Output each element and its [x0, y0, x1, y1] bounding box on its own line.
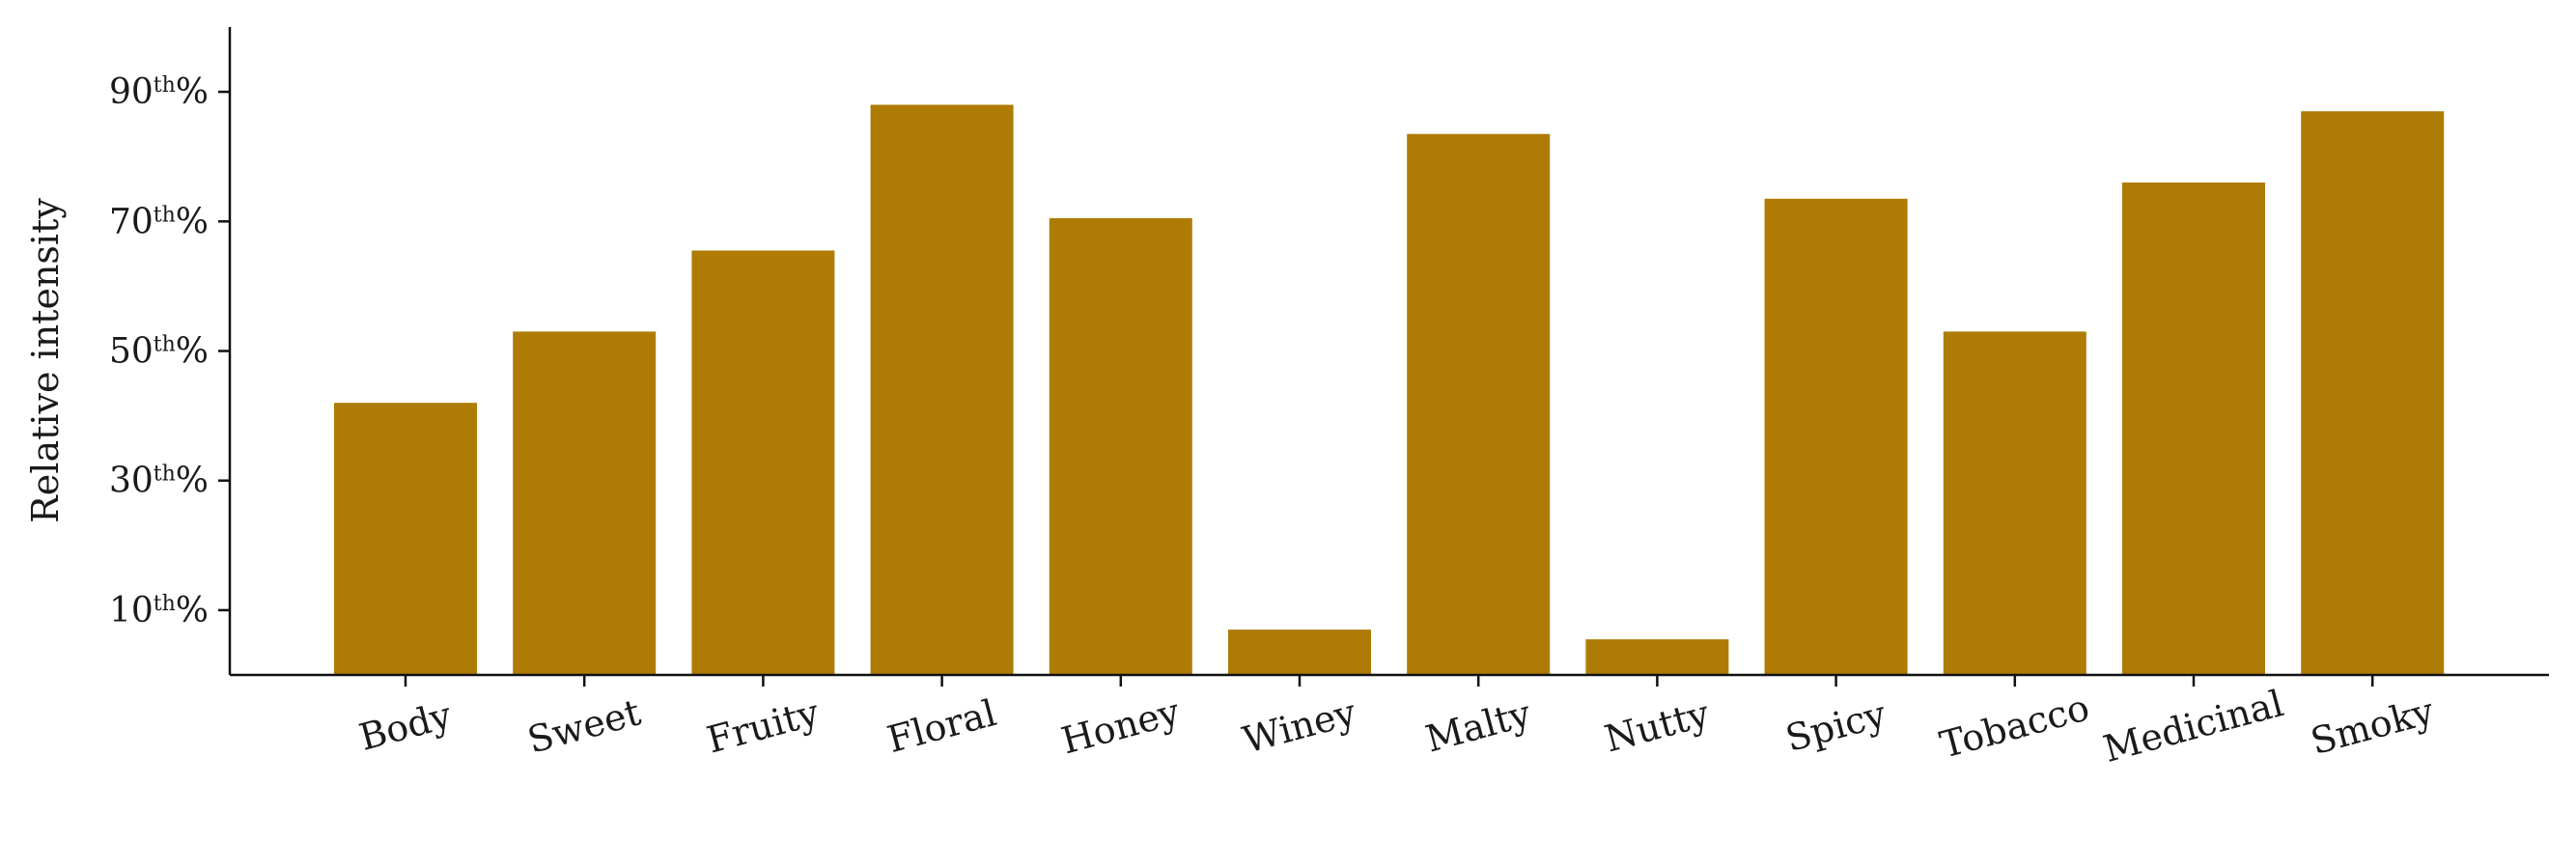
- bar-spicy: [1764, 198, 1908, 675]
- x-tick-label-sweet: Sweet: [523, 690, 645, 761]
- x-tick-label-winey: Winey: [1239, 690, 1361, 761]
- y-tick-percent: %: [176, 72, 209, 112]
- y-axis: 10th%30th%50th%70th%90th%: [109, 27, 232, 675]
- x-tick-label-smoky: Smoky: [2307, 689, 2439, 763]
- bar-medicinal: [2122, 182, 2265, 676]
- bar-honey: [1049, 217, 1192, 675]
- y-tick-number: 50: [109, 332, 154, 372]
- bar-winey: [1228, 630, 1371, 675]
- y-tick-percent: %: [176, 332, 209, 372]
- y-tick-number: 30: [109, 462, 154, 501]
- bar-fruity: [691, 250, 835, 675]
- y-tick-ordinal: th: [154, 333, 176, 357]
- x-tick-label-nutty: Nutty: [1600, 691, 1714, 760]
- x-tick-label-medicinal: Medicinal: [2099, 682, 2287, 771]
- y-tick-ordinal: th: [154, 592, 176, 616]
- bar-floral: [870, 104, 1014, 675]
- x-tick-label-body: Body: [354, 693, 456, 759]
- x-tick-label-tobacco: Tobacco: [1936, 686, 2094, 766]
- y-tick-label-70: 70th%: [109, 202, 209, 241]
- x-tick-label-fruity: Fruity: [703, 690, 825, 761]
- y-axis-title: Relative intensity: [24, 198, 67, 523]
- y-tick-ordinal: th: [154, 203, 176, 227]
- y-tick-percent: %: [176, 462, 209, 501]
- y-tick-label-50: 50th%: [109, 332, 209, 372]
- bar-smoky: [2301, 111, 2445, 676]
- y-tick-percent: %: [176, 591, 209, 631]
- bar-tobacco: [1943, 331, 2086, 675]
- y-tick-number: 10: [109, 591, 154, 631]
- bar-sweet: [513, 331, 657, 675]
- y-tick-label-30: 30th%: [109, 462, 209, 501]
- x-tick-label-spicy: Spicy: [1781, 692, 1891, 760]
- y-tick-label-10: 10th%: [109, 591, 209, 631]
- y-tick-number: 70: [109, 202, 154, 241]
- bar-body: [334, 403, 477, 675]
- bar-nutty: [1585, 639, 1729, 675]
- y-tick-ordinal: th: [154, 463, 176, 487]
- x-tick-label-floral: Floral: [882, 691, 1000, 761]
- x-tick-label-malty: Malty: [1421, 691, 1536, 760]
- y-tick-ordinal: th: [154, 73, 176, 98]
- bar-malty: [1407, 133, 1551, 676]
- y-tick-number: 90: [109, 72, 154, 112]
- y-tick-label-90: 90th%: [109, 72, 209, 112]
- x-tick-label-honey: Honey: [1057, 690, 1185, 763]
- x-axis: Body Sweet Fruity Floral Honey Winey Malty Nutt…: [230, 673, 2549, 771]
- bars-layer: [334, 104, 2445, 676]
- y-tick-percent: %: [176, 202, 209, 241]
